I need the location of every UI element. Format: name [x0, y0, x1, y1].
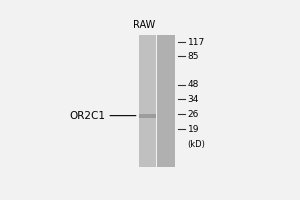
Text: (kD): (kD) [188, 140, 205, 149]
Text: 117: 117 [188, 38, 205, 47]
Bar [139, 35, 156, 167]
Text: RAW: RAW [133, 20, 155, 30]
Bar [157, 35, 175, 167]
Text: 19: 19 [188, 125, 199, 134]
Text: 26: 26 [188, 110, 199, 119]
Text: 34: 34 [188, 95, 199, 104]
Text: 85: 85 [188, 52, 199, 61]
Text: 48: 48 [188, 80, 199, 89]
Text: OR2C1: OR2C1 [69, 111, 105, 121]
Bar [139, 114, 156, 118]
